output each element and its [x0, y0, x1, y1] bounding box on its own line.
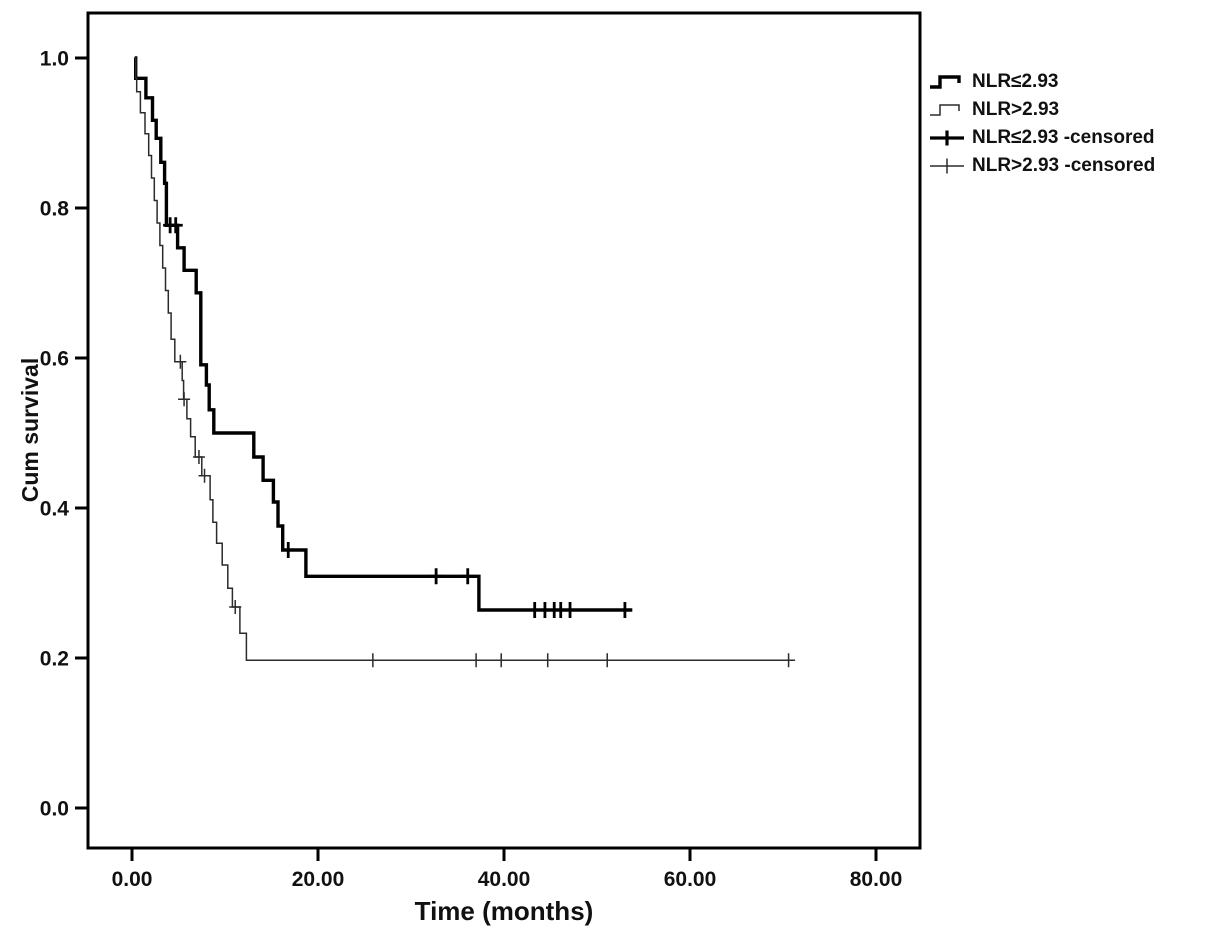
censor-mark [229, 600, 242, 614]
legend-item-nlr-le: NLR≤2.93 [928, 68, 1155, 96]
censor-mark [168, 217, 183, 234]
censor-mark [601, 653, 614, 668]
x-axis-title: Time (months) [414, 896, 594, 926]
censor-mark [366, 653, 379, 668]
step-line-bold-icon [930, 75, 961, 89]
survival-curve-nlr-le-2.93 [134, 56, 633, 612]
legend-item-nlr-gt-censored: NLR>2.93 -censored [928, 152, 1155, 180]
censor-mark [192, 450, 205, 464]
censor-mark [782, 653, 795, 668]
y-axis-title: Cum survival [17, 357, 43, 503]
censor-mark [460, 568, 475, 585]
legend-label: NLR>2.93 -censored [972, 155, 1156, 176]
legend-label: NLR>2.93 [972, 99, 1060, 120]
x-tick-label: 60.00 [664, 868, 717, 891]
step-line-thin-icon [930, 104, 960, 116]
censor-mark [198, 468, 211, 483]
y-tick-label: 0.2 [40, 648, 69, 671]
y-tick-label: 0.8 [40, 198, 70, 221]
legend: NLR≤2.93 NLR>2.93 NLR≤2.93 -censored NLR… [928, 68, 1155, 180]
x-tick-label: 0.00 [112, 868, 153, 891]
y-tick-label: 0.4 [40, 498, 70, 521]
y-tick-label: 0.6 [40, 348, 69, 371]
legend-label: NLR≤2.93 -censored [972, 127, 1155, 148]
censor-mark [429, 568, 444, 585]
censor-mark [617, 602, 632, 618]
censor-plus-thin-icon [930, 158, 964, 174]
legend-item-nlr-le-censored: NLR≤2.93 -censored [928, 124, 1155, 152]
y-tick-label: 0.0 [40, 798, 69, 821]
censor-mark [563, 602, 578, 618]
x-tick-label: 20.00 [292, 868, 345, 891]
x-tick-label: 80.00 [850, 868, 903, 891]
censor-mark [178, 392, 191, 407]
censor-mark [174, 354, 187, 369]
censor-mark [470, 653, 483, 668]
censor-mark [541, 653, 554, 668]
censor-mark [281, 542, 296, 558]
x-tick-label: 40.00 [478, 868, 531, 891]
censor-mark [495, 653, 508, 668]
y-tick-label: 1.0 [40, 48, 69, 71]
legend-label: NLR≤2.93 [972, 71, 1059, 92]
censor-plus-bold-icon [930, 130, 964, 146]
legend-item-nlr-gt: NLR>2.93 [928, 96, 1155, 124]
survival-curve-nlr-gt-2.93 [133, 57, 796, 662]
